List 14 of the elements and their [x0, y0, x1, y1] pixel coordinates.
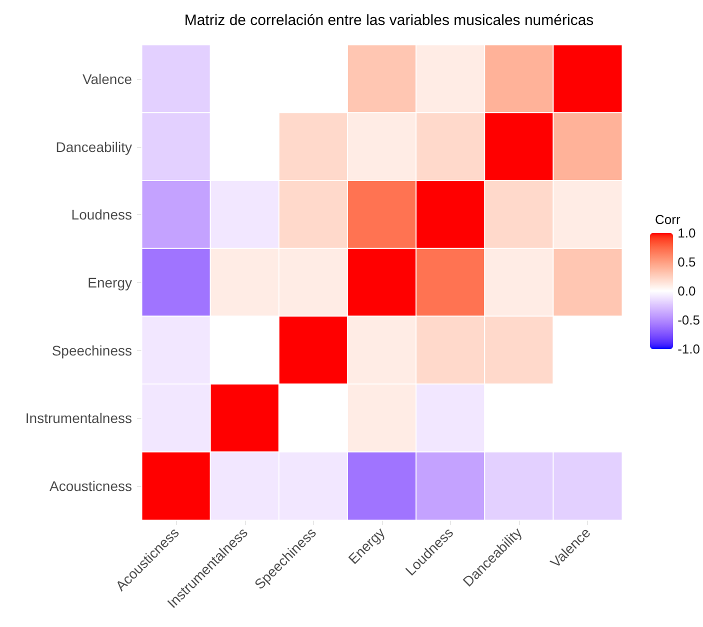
color-bar-label: 0.5 [678, 254, 696, 270]
color-bar-label: 0.0 [678, 284, 696, 298]
color-bar-label: 1.0 [678, 226, 696, 240]
y-tick-label: Acousticness [50, 478, 132, 494]
y-tick-label: Danceability [56, 138, 132, 155]
y-tick-label: Instrumentalness [25, 410, 132, 426]
y-tick-label: Energy [88, 274, 132, 290]
chart-title: Matriz de correlación entre las variables musicales numéricas [184, 12, 594, 29]
y-tick-label: Speechiness [52, 342, 132, 358]
color-bar-label: -0.5 [678, 312, 700, 328]
legend-title: Corr [655, 212, 681, 227]
color-bar-label: -1.0 [678, 342, 700, 356]
y-tick-label: Valence [82, 70, 132, 87]
y-tick-label: Loudness [71, 206, 132, 223]
